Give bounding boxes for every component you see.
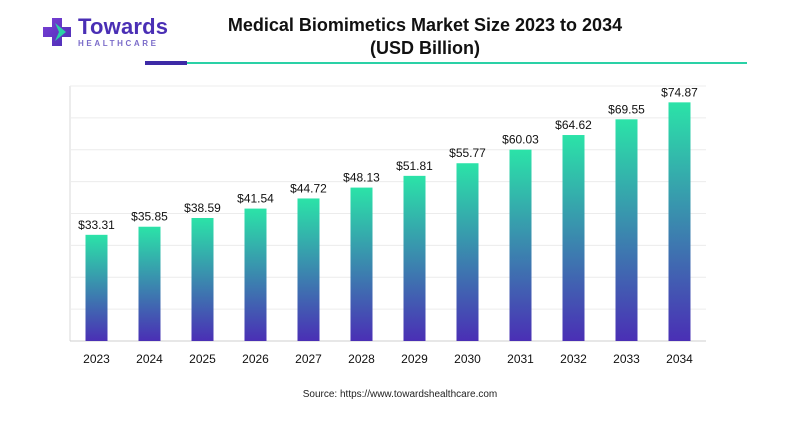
bar-2028 <box>350 187 373 341</box>
brand-logo: Towards HEALTHCARE <box>42 16 168 48</box>
x-tick-label-2024: 2024 <box>136 352 163 366</box>
data-label-2024: $35.85 <box>131 210 168 224</box>
title-rule-teal <box>187 62 747 64</box>
data-label-2029: $51.81 <box>396 159 433 173</box>
chart-title-line2: (USD Billion) <box>370 38 480 58</box>
x-tick-label-2028: 2028 <box>348 352 375 366</box>
bar-2032 <box>562 135 585 341</box>
data-label-2026: $41.54 <box>237 192 274 206</box>
chart-title-line1: Medical Biomimetics Market Size 2023 to … <box>227 15 623 35</box>
x-tick-label-2034: 2034 <box>666 352 693 366</box>
data-label-2032: $64.62 <box>555 118 592 132</box>
bar-2026 <box>244 208 267 341</box>
x-tick-label-2025: 2025 <box>189 352 216 366</box>
bar-2030 <box>456 163 479 341</box>
chart-title: Medical Biomimetics Market Size 2023 to … <box>200 14 650 60</box>
x-tick-label-2030: 2030 <box>454 352 481 366</box>
bar-2024 <box>138 226 161 341</box>
source-note: Source: https://www.towardshealthcare.co… <box>302 389 498 400</box>
bar-2034 <box>668 102 691 342</box>
data-label-2033: $69.55 <box>608 102 645 116</box>
chart-grid <box>69 85 706 342</box>
bar-2023 <box>85 234 108 341</box>
brand-name: Towards <box>78 14 169 39</box>
data-label-2028: $48.13 <box>343 171 380 185</box>
chart-x-tick-labels: 2023 2024 2025 2026 2027 2028 2029 2030 2031 2032… <box>83 352 693 366</box>
data-label-2027: $44.72 <box>290 181 327 195</box>
bar-2027 <box>297 198 320 341</box>
data-label-2030: $55.77 <box>449 146 486 160</box>
bar-2033 <box>615 119 638 341</box>
data-label-2034: $74.87 <box>661 85 698 99</box>
x-tick-label-2032: 2032 <box>560 352 587 366</box>
title-rule-dark <box>145 61 187 65</box>
data-label-2023: $33.31 <box>78 218 115 232</box>
x-tick-label-2029: 2029 <box>401 352 428 366</box>
bar-2029 <box>403 175 426 341</box>
chart-data-labels: $33.31 $35.85 $38.59 $41.54 $44.72 $48.13 $51.… <box>78 85 698 231</box>
x-tick-label-2031: 2031 <box>507 352 534 366</box>
chart-bars <box>85 102 691 342</box>
bar-2031 <box>509 149 532 341</box>
bar-2025 <box>191 217 214 341</box>
x-tick-label-2033: 2033 <box>613 352 640 366</box>
x-tick-label-2026: 2026 <box>242 352 269 366</box>
x-tick-label-2027: 2027 <box>295 352 322 366</box>
data-label-2025: $38.59 <box>184 201 221 215</box>
brand-subtitle: HEALTHCARE <box>78 39 159 48</box>
bar-chart: $33.31 $35.85 $38.59 $41.54 $44.72 $48.13 $51.… <box>69 85 706 366</box>
x-tick-label-2023: 2023 <box>83 352 110 366</box>
data-label-2031: $60.03 <box>502 133 539 147</box>
medical-cross-icon <box>43 18 71 46</box>
